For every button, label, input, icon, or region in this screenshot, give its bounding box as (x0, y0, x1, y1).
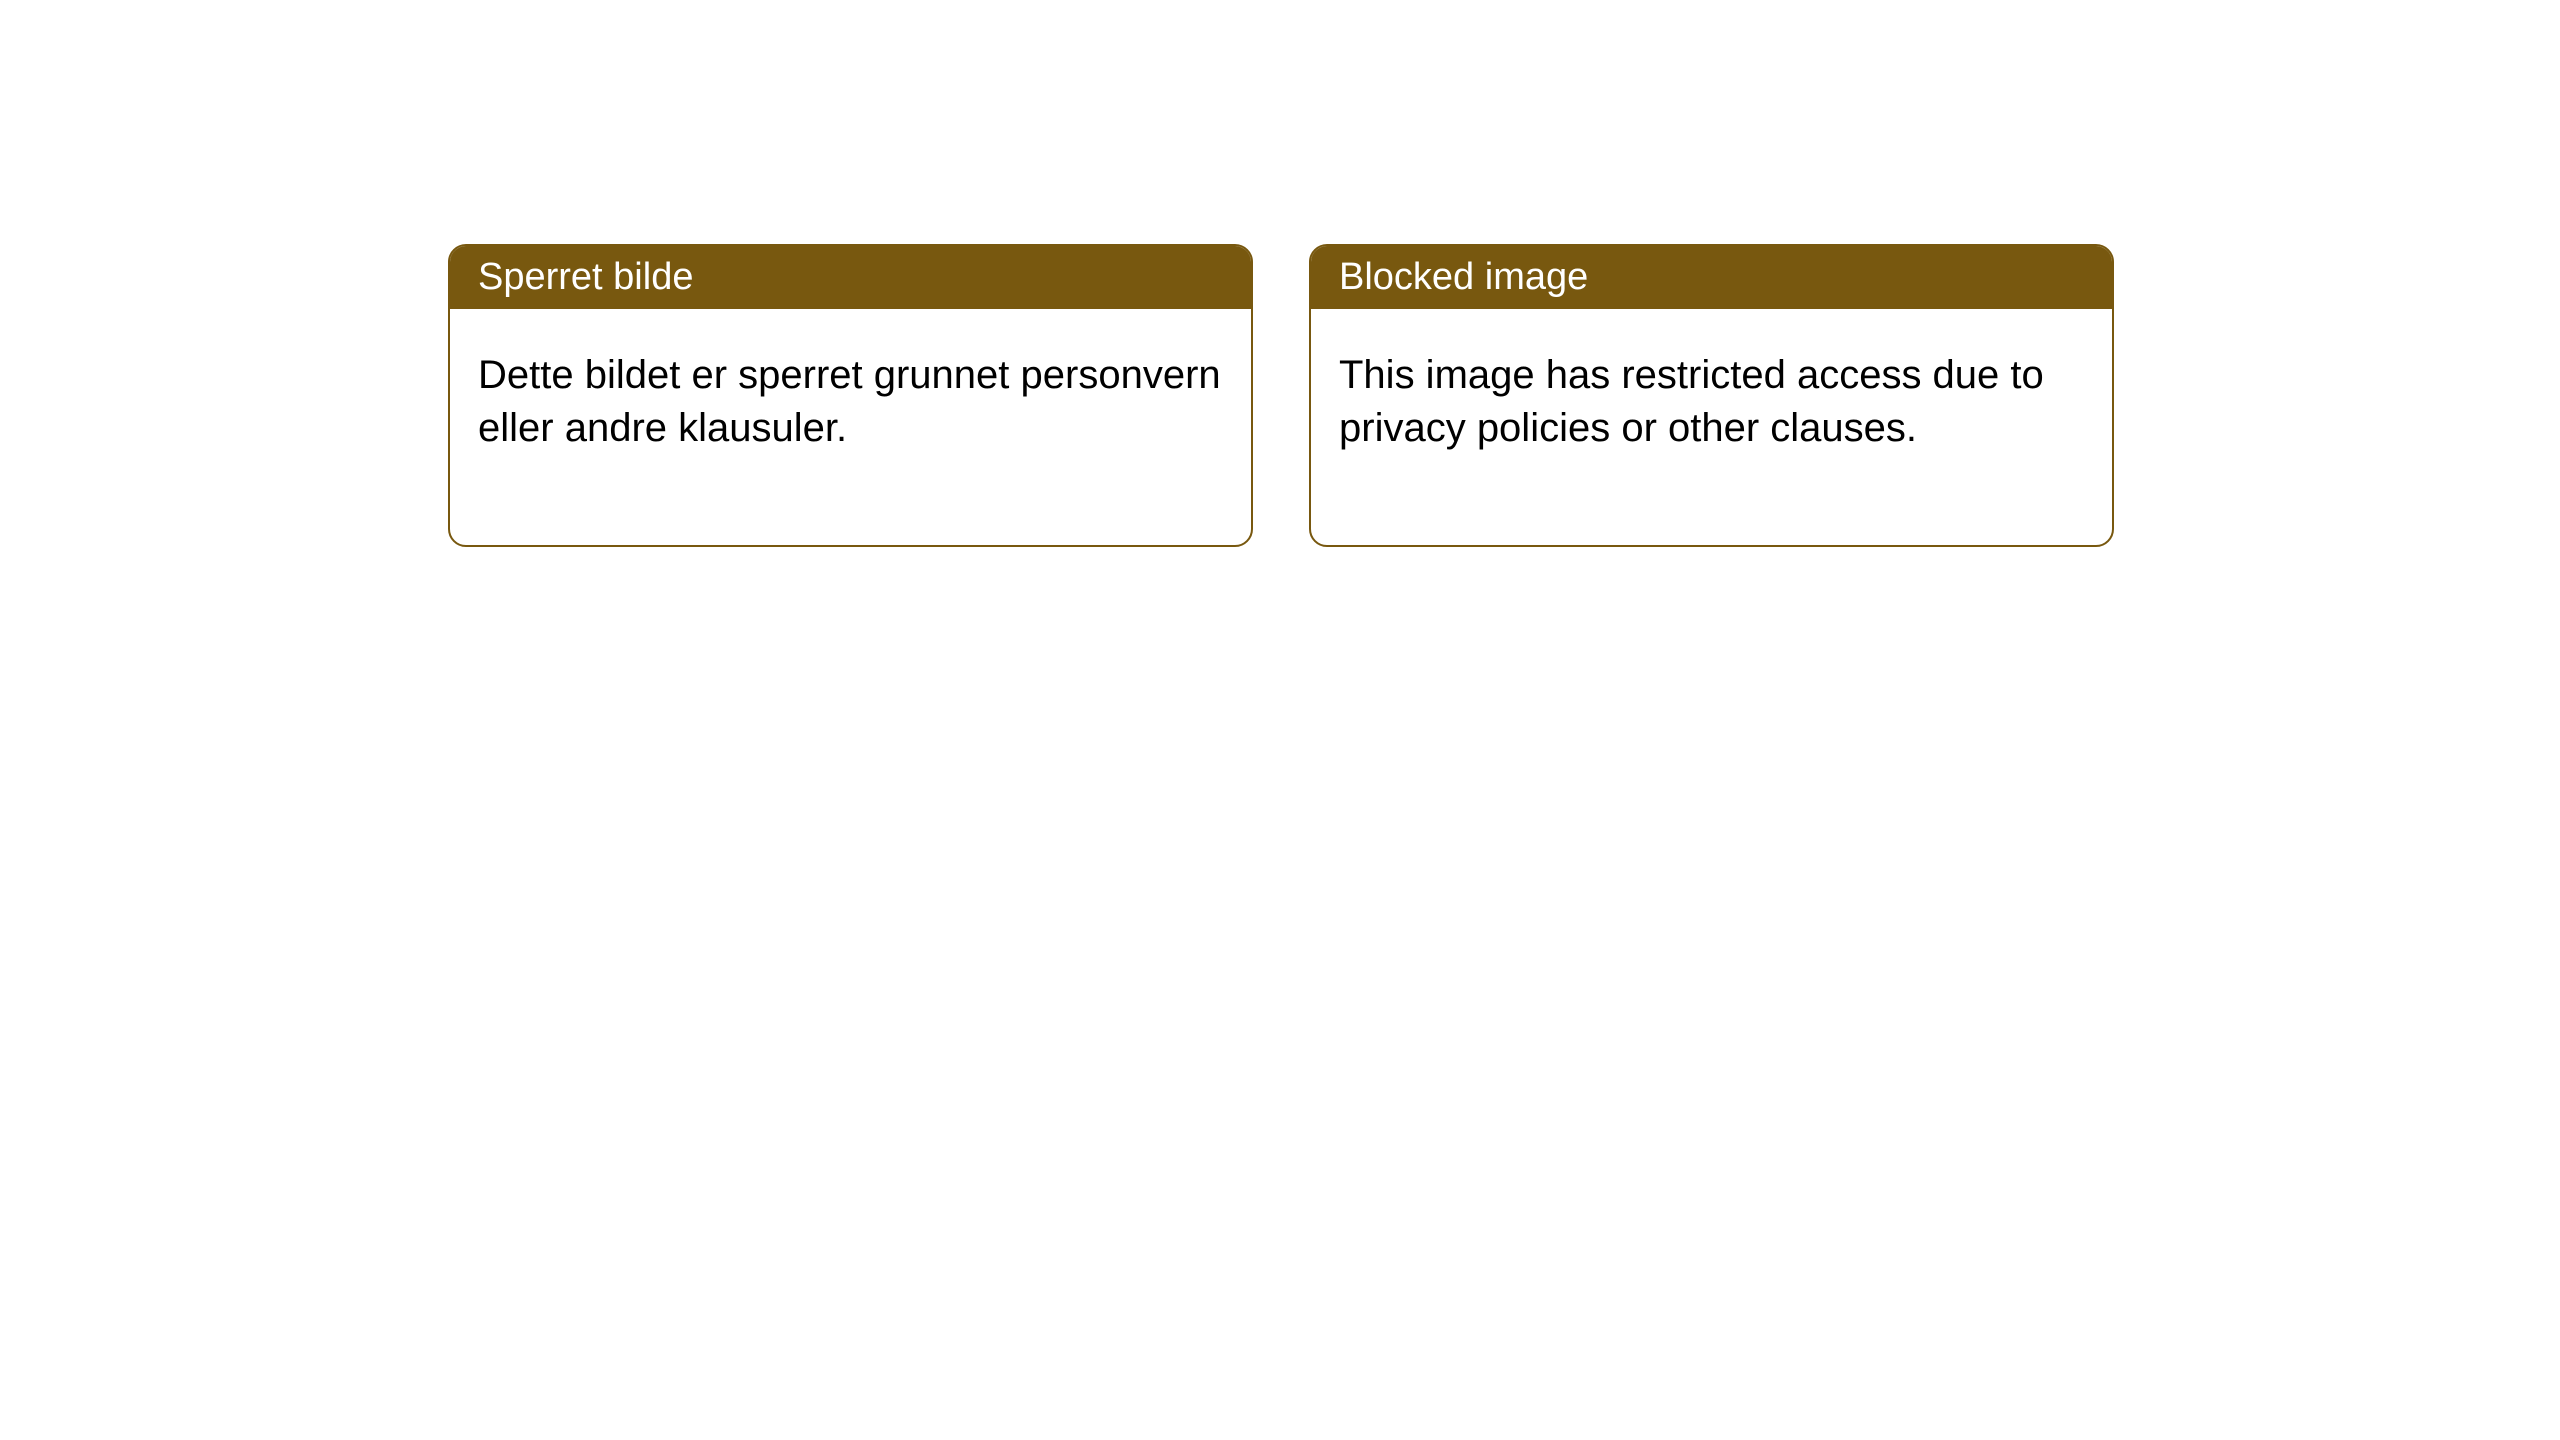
blocked-image-notice-container: Sperret bilde Dette bildet er sperret gr… (0, 0, 2560, 547)
blocked-image-card-no: Sperret bilde Dette bildet er sperret gr… (448, 244, 1253, 547)
card-title-no: Sperret bilde (450, 246, 1251, 309)
blocked-image-card-en: Blocked image This image has restricted … (1309, 244, 2114, 547)
card-body-no: Dette bildet er sperret grunnet personve… (450, 309, 1251, 545)
card-body-en: This image has restricted access due to … (1311, 309, 2112, 545)
card-title-en: Blocked image (1311, 246, 2112, 309)
